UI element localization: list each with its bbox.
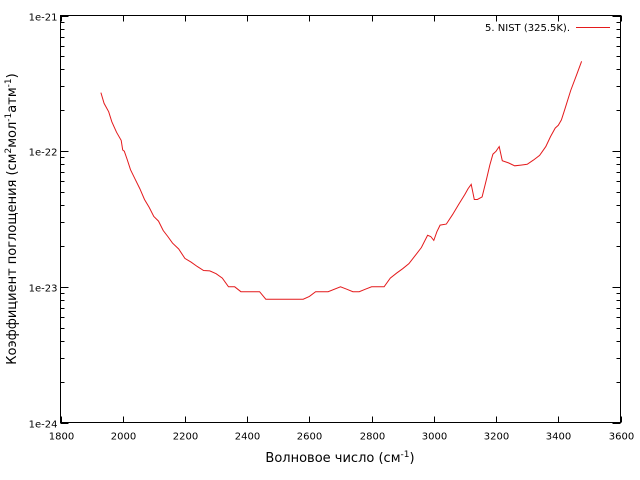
series-layer — [100, 61, 583, 300]
y-axis-title-part-6: -1 — [4, 78, 14, 87]
x-tick-label: 1800 — [49, 432, 74, 443]
y-axis-title-part-3: мол — [5, 122, 20, 148]
y-axis-title-part-7: ) — [5, 73, 20, 78]
y-axis-title-part-4: -1 — [4, 113, 14, 122]
x-tick-label: 2000 — [111, 432, 136, 443]
x-axis-title-end: ) — [409, 451, 414, 466]
x-tick-label: 3200 — [484, 432, 509, 443]
legend-label: 5. NIST (325.5K). — [485, 23, 570, 34]
x-axis-title: Волновое число (см-1) — [265, 450, 414, 466]
x-tick-label: 2800 — [360, 432, 385, 443]
y-axis-title-part-5: атм — [5, 87, 20, 112]
y-axis-title-part-2: 2 — [4, 148, 14, 154]
x-tick-label: 2400 — [235, 432, 260, 443]
x-tick-label: 3600 — [609, 432, 634, 443]
x-tick-label: 2600 — [297, 432, 322, 443]
x-tick-label: 2200 — [173, 432, 198, 443]
x-axis-title-sup: -1 — [401, 450, 410, 460]
y-axis-title-part-1: Коэффициент поглощения (см — [5, 154, 20, 365]
y-tick-label: 1e-23 — [29, 284, 58, 295]
x-tick-label: 3400 — [546, 432, 571, 443]
x-axis-title-main: Волновое число (см — [265, 451, 400, 466]
y-tick-label: 1e-21 — [29, 13, 58, 24]
y-axis-title: Коэффициент поглощения (см2мол-1атм-1) — [4, 73, 20, 364]
y-axis-ticks: 1e-21 1e-22 1e-23 1e-24 — [29, 13, 621, 431]
x-tick-label: 3000 — [422, 432, 447, 443]
x-axis-ticks: 1800 2000 2200 2400 2600 2800 3000 3200 3400 3600 — [49, 15, 634, 443]
legend: 5. NIST (325.5K). — [485, 23, 610, 34]
y-tick-label: 1e-22 — [29, 148, 58, 159]
y-tick-label: 1e-24 — [29, 420, 58, 431]
series-line — [100, 61, 583, 300]
plot-frame — [60, 15, 621, 423]
